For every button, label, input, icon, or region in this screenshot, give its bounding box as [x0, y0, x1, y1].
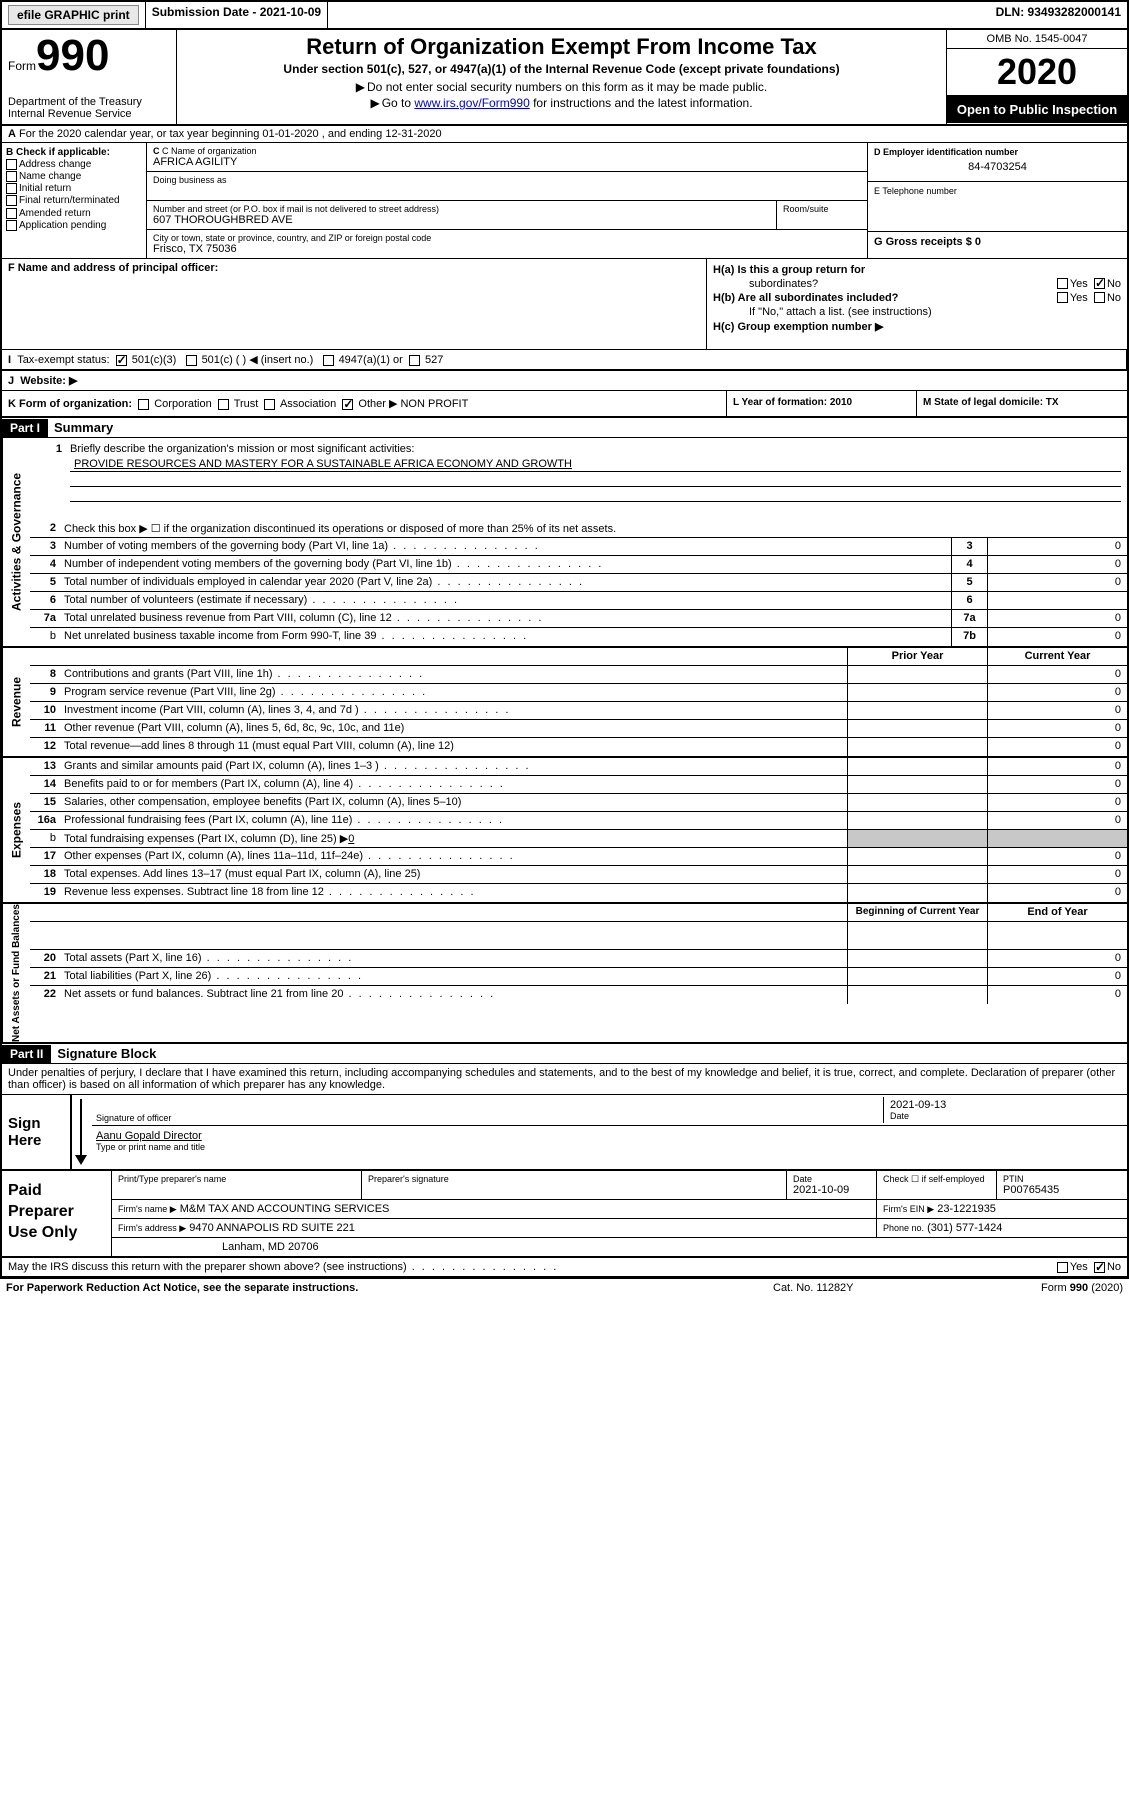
footer-paperwork: For Paperwork Reduction Act Notice, see …: [6, 1282, 773, 1294]
title-cell: Return of Organization Exempt From Incom…: [177, 30, 947, 124]
ein-row: D Employer identification number 84-4703…: [868, 143, 1127, 182]
col-c-org: C C Name of organization AFRICA AGILITY …: [147, 143, 867, 258]
efile-cell: efile GRAPHIC print: [2, 2, 146, 28]
i-tax-exempt: I Tax-exempt status: 501(c)(3) 501(c) ( …: [2, 350, 1127, 370]
irs-link[interactable]: www.irs.gov/Form990: [414, 96, 529, 110]
h-group-return: H(a) Is this a group return for subordin…: [707, 259, 1127, 349]
dln: DLN: 93493282000141: [990, 2, 1127, 28]
paid-preparer-section: Paid Preparer Use Only Print/Type prepar…: [2, 1171, 1127, 1258]
sign-arrow-icon: [72, 1095, 90, 1169]
topbar: efile GRAPHIC print Submission Date - 20…: [2, 2, 1127, 30]
street-address: 607 THOROUGHBRED AVE: [153, 214, 770, 226]
net-assets-section: Net Assets or Fund Balances Beginning of…: [2, 904, 1127, 1044]
city-state-zip: Frisco, TX 75036: [153, 243, 861, 255]
gross-receipts-row: G Gross receipts $ 0: [868, 232, 1127, 258]
side-revenue: Revenue: [2, 648, 30, 756]
revenue-section: Revenue Prior YearCurrent Year 8Contribu…: [2, 648, 1127, 758]
part-2-header: Part IISignature Block: [2, 1044, 1127, 1064]
section-b-to-g: B Check if applicable: Address change Na…: [2, 143, 1127, 259]
efile-print-button[interactable]: efile GRAPHIC print: [8, 5, 139, 25]
paid-preparer-label: Paid Preparer Use Only: [2, 1171, 112, 1256]
mission-text: PROVIDE RESOURCES AND MASTERY FOR A SUST…: [70, 457, 1121, 472]
page-footer: For Paperwork Reduction Act Notice, see …: [0, 1279, 1129, 1297]
part-1-header: Part ISummary: [2, 418, 1127, 438]
activities-governance-section: Activities & Governance 1Briefly describ…: [2, 438, 1127, 648]
footer-cat-no: Cat. No. 11282Y: [773, 1282, 973, 1294]
form-990-page: efile GRAPHIC print Submission Date - 20…: [0, 0, 1129, 1279]
chk-initial-return[interactable]: Initial return: [6, 183, 142, 194]
b-header: B Check if applicable:: [6, 147, 142, 158]
org-name: AFRICA AGILITY: [153, 156, 861, 168]
note-ssn: ▶Do not enter social security numbers on…: [187, 80, 936, 94]
form-header: Form990 Department of the Treasury Inter…: [2, 30, 1127, 126]
chk-application-pending[interactable]: Application pending: [6, 220, 142, 231]
omb-number: OMB No. 1545-0047: [947, 30, 1127, 49]
row-a-period: A For the 2020 calendar year, or tax yea…: [2, 126, 1127, 143]
col-b-checkboxes: B Check if applicable: Address change Na…: [2, 143, 147, 258]
phone-row: E Telephone number: [868, 182, 1127, 232]
section-f-h: F Name and address of principal officer:…: [2, 259, 1127, 350]
tax-year: 2020: [947, 49, 1127, 96]
side-expenses: Expenses: [2, 758, 30, 902]
section-i-j: I Tax-exempt status: 501(c)(3) 501(c) ( …: [2, 350, 1127, 371]
dept-irs: Internal Revenue Service: [8, 108, 170, 120]
ein-value: 84-4703254: [874, 157, 1121, 177]
chk-address-change[interactable]: Address change: [6, 159, 142, 170]
form-label: Form: [8, 59, 36, 73]
section-k-l-m: K Form of organization: Corporation Trus…: [2, 391, 1127, 418]
form-title: Return of Organization Exempt From Incom…: [187, 34, 936, 60]
sign-here-label: Sign Here: [2, 1095, 72, 1169]
officer-name: Aanu Gopald Director: [96, 1130, 1123, 1142]
col-d-to-g: D Employer identification number 84-4703…: [867, 143, 1127, 258]
chk-amended-return[interactable]: Amended return: [6, 208, 142, 219]
l-year-formation: L Year of formation: 2010: [727, 391, 917, 416]
open-public: Open to Public Inspection: [947, 96, 1127, 123]
suite-cell: Room/suite: [777, 201, 867, 229]
k-form-org: K Form of organization: Corporation Trus…: [2, 391, 727, 416]
form-number: 990: [36, 31, 109, 80]
note-link: ▶Go to www.irs.gov/Form990 for instructi…: [187, 96, 936, 110]
sign-here-section: Sign Here Signature of officer 2021-09-1…: [2, 1095, 1127, 1171]
chk-name-change[interactable]: Name change: [6, 171, 142, 182]
discuss-row: May the IRS discuss this return with the…: [2, 1258, 1127, 1277]
form-subtitle: Under section 501(c), 527, or 4947(a)(1)…: [187, 62, 936, 76]
side-net-assets: Net Assets or Fund Balances: [2, 904, 30, 1042]
footer-form-no: Form 990 (2020): [973, 1282, 1123, 1294]
omb-cell: OMB No. 1545-0047 2020 Open to Public In…: [947, 30, 1127, 124]
side-activities-governance: Activities & Governance: [2, 438, 30, 646]
m-state-domicile: M State of legal domicile: TX: [917, 391, 1127, 416]
org-name-row: C C Name of organization AFRICA AGILITY: [147, 143, 867, 172]
form-number-cell: Form990 Department of the Treasury Inter…: [2, 30, 177, 124]
penalties-text: Under penalties of perjury, I declare th…: [2, 1064, 1127, 1095]
dba-row: Doing business as: [147, 172, 867, 201]
expenses-section: Expenses 13Grants and similar amounts pa…: [2, 758, 1127, 904]
submission-date: Submission Date - 2021-10-09: [146, 2, 328, 28]
city-row: City or town, state or province, country…: [147, 230, 867, 258]
f-officer: F Name and address of principal officer:: [2, 259, 707, 349]
street-cell: Number and street (or P.O. box if mail i…: [147, 201, 777, 229]
j-website: J Website: ▶: [2, 371, 1127, 390]
chk-final-return[interactable]: Final return/terminated: [6, 195, 142, 206]
dept-treasury: Department of the Treasury: [8, 96, 170, 108]
